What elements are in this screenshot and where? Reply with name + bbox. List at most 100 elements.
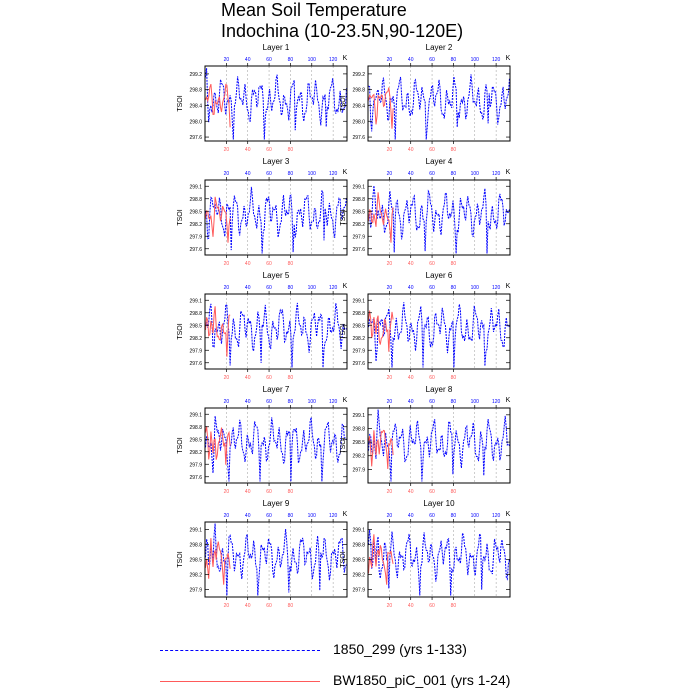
top-x-tick-label: 100 [471,171,480,177]
series-line-bw1850-picontrol [205,538,231,585]
panel-title: Layer 9 [263,499,290,508]
legend-label-bw1850: BW1850_piC_001 (yrs 1-24) [333,672,511,688]
top-x-tick-label: 80 [451,513,457,519]
y-tick-label: 299.1 [189,528,202,534]
series-line-bw1850-picontrol [368,192,394,243]
top-x-tick-label: 60 [266,285,272,291]
panel-title: Layer 10 [423,499,455,508]
bottom-x-tick-label: 40 [408,489,414,495]
top-x-tick-label: 100 [471,285,480,291]
top-x-tick-label: 120 [492,285,501,291]
y-axis-label: TSOI [340,209,347,225]
y-axis-label: TSOI [340,95,347,111]
y-tick-label: 298.8 [352,88,365,94]
bottom-x-tick-label: 60 [429,603,435,609]
series-line-1850-299 [205,68,347,140]
bottom-x-tick-label: 40 [408,147,414,153]
y-tick-label: 299.1 [352,413,365,419]
top-x-tick-label: 60 [266,57,272,63]
y-tick-label: 298.8 [352,311,365,317]
top-x-tick-label: 60 [266,513,272,519]
chart-panel-layer-3: Layer 3 K TSOI 297.6 297.9 298.2 298.5 298.8 299… [177,157,348,267]
bottom-x-tick-label: 60 [429,375,435,381]
top-x-tick-label: 120 [492,513,501,519]
y-tick-label: 298.2 [352,573,365,579]
bottom-x-tick-label: 80 [288,489,294,495]
top-x-tick-label: 40 [408,285,414,291]
bottom-x-tick-label: 80 [451,489,457,495]
y-tick-label: 298.5 [189,323,202,329]
bottom-x-tick-label: 60 [429,489,435,495]
top-x-tick-label: 20 [224,57,230,63]
y-tick-label: 298.5 [189,558,202,564]
y-tick-label: 297.9 [189,462,202,468]
top-x-tick-label: 80 [451,57,457,63]
bottom-x-tick-label: 20 [224,375,230,381]
bottom-x-tick-label: 40 [245,489,251,495]
legend-label-1850-299: 1850_299 (yrs 1-133) [333,641,467,657]
series-line-bw1850-picontrol [205,83,231,128]
bottom-x-tick-label: 40 [245,147,251,153]
bottom-x-tick-label: 60 [266,261,272,267]
top-x-tick-label: 80 [288,171,294,177]
bottom-x-tick-label: 80 [451,603,457,609]
y-tick-label: 298.2 [189,336,202,342]
y-tick-label: 299.2 [189,72,202,78]
y-tick-label: 298.2 [189,450,202,456]
bottom-x-tick-label: 80 [451,147,457,153]
top-x-tick-label: 40 [408,399,414,405]
top-x-tick-label: 40 [245,171,251,177]
top-x-tick-label: 100 [308,57,317,63]
y-tick-label: 297.6 [189,475,202,481]
top-x-tick-label: 80 [451,399,457,405]
bottom-x-tick-label: 80 [451,261,457,267]
top-x-tick-label: 120 [329,57,338,63]
bottom-x-tick-label: 40 [245,603,251,609]
bottom-x-tick-label: 60 [429,147,435,153]
bottom-x-tick-label: 20 [387,375,393,381]
top-x-tick-label: 120 [492,57,501,63]
top-x-tick-label: 100 [308,399,317,405]
top-x-tick-label: 20 [387,399,393,405]
y-tick-label: 297.6 [352,361,365,367]
top-x-tick-label: 60 [429,285,435,291]
bottom-x-tick-label: 40 [245,261,251,267]
axis-unit-label: K [343,55,348,62]
series-line-1850-299 [368,74,510,140]
series-line-bw1850-picontrol [205,426,231,465]
legend-swatch-dashed [160,650,320,651]
chart-title: Mean Soil Temperature Indochina (10-23.5… [221,0,463,42]
chart-panel-layer-6: Layer 6 K TSOI 297.6 297.9 298.2 298.5 298.8 299… [340,271,511,381]
bottom-x-tick-label: 80 [288,603,294,609]
top-x-tick-label: 80 [288,513,294,519]
y-tick-label: 299.1 [189,412,202,418]
top-x-tick-label: 40 [408,57,414,63]
y-tick-label: 299.1 [352,298,365,304]
top-x-tick-label: 60 [266,399,272,405]
y-axis-label: TSOI [340,323,347,339]
top-x-tick-label: 40 [245,399,251,405]
panel-title: Layer 5 [263,271,290,280]
chart-panel-layer-4: Layer 4 K TSOI 297.6 297.9 298.2 298.5 298.8 299… [340,157,511,267]
y-tick-label: 297.6 [189,135,202,141]
top-x-tick-label: 60 [429,171,435,177]
series-line-1850-299 [205,523,347,596]
bottom-x-tick-label: 60 [266,489,272,495]
y-tick-label: 297.9 [352,467,365,473]
y-tick-label: 297.6 [352,247,365,253]
chart-panel-layer-5: Layer 5 K TSOI 297.6 297.9 298.2 298.5 298.8 299… [177,271,348,381]
top-x-tick-label: 20 [224,399,230,405]
legend-entry-bw1850: BW1850_piC_001 (yrs 1-24) [160,670,560,692]
top-x-tick-label: 20 [224,171,230,177]
series-line-bw1850-picontrol [205,196,231,243]
bottom-x-tick-label: 40 [408,261,414,267]
plot-frame [367,293,511,370]
y-tick-label: 299.1 [352,184,365,190]
top-x-tick-label: 20 [387,171,393,177]
top-x-tick-label: 80 [288,399,294,405]
top-x-tick-label: 120 [492,171,501,177]
y-tick-label: 298.2 [352,454,365,460]
y-tick-label: 298.0 [189,119,202,125]
bottom-x-tick-label: 20 [224,147,230,153]
